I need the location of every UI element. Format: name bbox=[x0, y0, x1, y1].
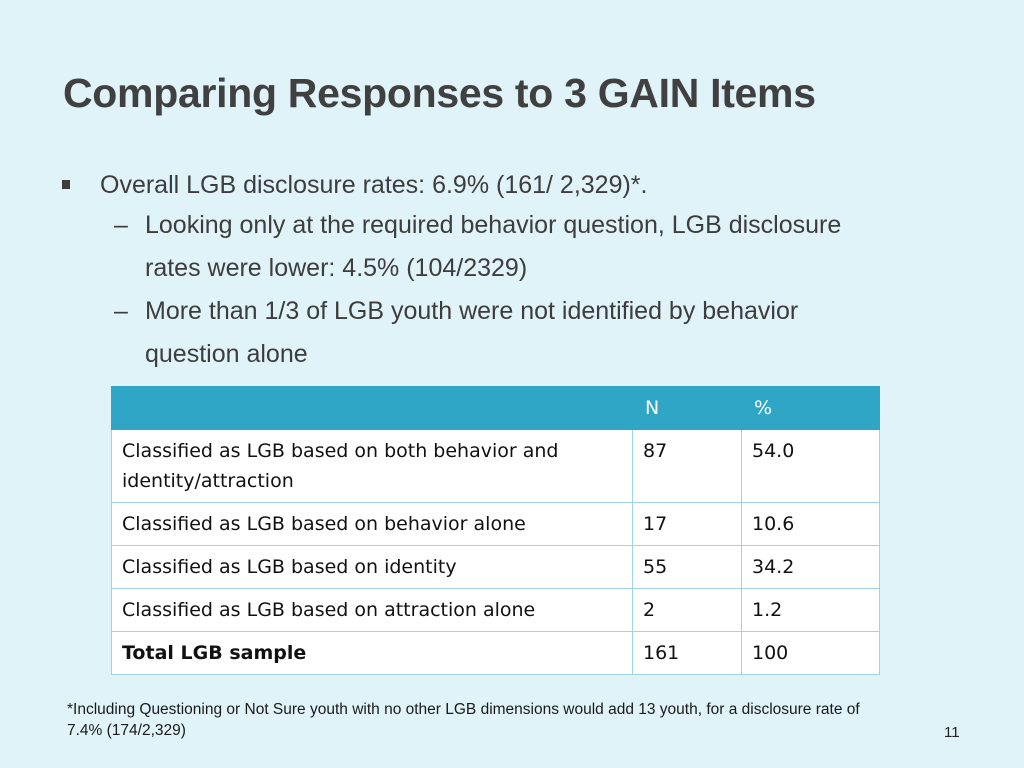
dash-bullet-icon: – bbox=[114, 297, 128, 325]
row-label: Classified as LGB based on identity bbox=[111, 545, 633, 589]
sub-bullet-line: rates were lower: 4.5% (104/2329) bbox=[145, 254, 528, 282]
table-row: Classified as LGB based on attraction al… bbox=[111, 588, 880, 632]
row-percent: 34.2 bbox=[741, 545, 880, 589]
sub-bullet-item: – Looking only at the required behavior … bbox=[62, 204, 962, 290]
row-label: Classified as LGB based on attraction al… bbox=[111, 588, 633, 632]
bullet-list: Overall LGB disclosure rates: 6.9% (161/… bbox=[62, 166, 962, 376]
table-row: Classified as LGB based on identity 55 3… bbox=[111, 545, 880, 589]
table-total-row: Total LGB sample 161 100 bbox=[111, 631, 880, 675]
row-n: 161 bbox=[632, 631, 742, 675]
square-bullet-icon bbox=[62, 180, 70, 189]
bullet-item: Overall LGB disclosure rates: 6.9% (161/… bbox=[62, 166, 962, 204]
row-percent: 10.6 bbox=[741, 502, 880, 546]
row-n: 87 bbox=[632, 429, 742, 503]
header-label bbox=[111, 386, 633, 430]
sub-bullet-line: question alone bbox=[145, 340, 308, 368]
row-n: 17 bbox=[632, 502, 742, 546]
row-label: Classified as LGB based on behavior alon… bbox=[111, 502, 633, 546]
dash-bullet-icon: – bbox=[114, 211, 128, 239]
page-number: 11 bbox=[944, 724, 960, 741]
table-header-row: N % bbox=[111, 386, 880, 430]
row-label: Total LGB sample bbox=[111, 631, 633, 675]
row-label: Classified as LGB based on both behavior… bbox=[111, 429, 633, 503]
row-percent: 100 bbox=[741, 631, 880, 675]
row-n: 55 bbox=[632, 545, 742, 589]
table-row: Classified as LGB based on behavior alon… bbox=[111, 502, 880, 546]
sub-bullet-line: More than 1/3 of LGB youth were not iden… bbox=[145, 297, 799, 325]
classification-table: N % Classified as LGB based on both beha… bbox=[111, 386, 880, 675]
bullet-text: Overall LGB disclosure rates: 6.9% (161/… bbox=[100, 171, 648, 199]
row-n: 2 bbox=[632, 588, 742, 632]
sub-bullet-item: – More than 1/3 of LGB youth were not id… bbox=[62, 290, 962, 376]
header-n: N bbox=[632, 386, 742, 430]
row-percent: 1.2 bbox=[741, 588, 880, 632]
table-row: Classified as LGB based on both behavior… bbox=[111, 429, 880, 503]
footnote: *Including Questioning or Not Sure youth… bbox=[67, 701, 860, 739]
header-percent: % bbox=[741, 386, 880, 430]
slide-title: Comparing Responses to 3 GAIN Items bbox=[63, 70, 816, 116]
sub-bullet-line: Looking only at the required behavior qu… bbox=[145, 211, 842, 239]
row-percent: 54.0 bbox=[741, 429, 880, 503]
